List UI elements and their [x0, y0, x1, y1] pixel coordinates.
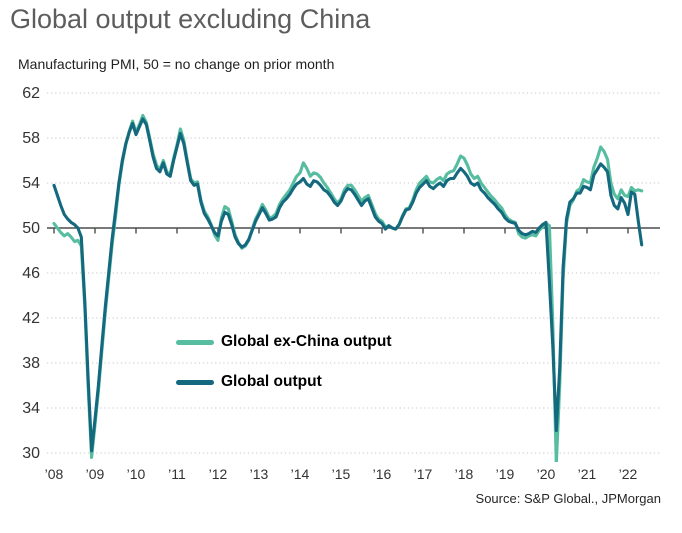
- chart-title: Global output excluding China: [10, 4, 371, 34]
- x-tick-label: ’21: [578, 466, 597, 482]
- x-tick-label: ’22: [619, 466, 638, 482]
- y-tick-label: 34: [22, 400, 40, 417]
- x-tick-label: ’11: [168, 466, 186, 482]
- legend-item-ex-china: Global ex-China output: [176, 331, 392, 353]
- x-tick-label: ’09: [86, 466, 105, 482]
- x-tick-label: ’13: [250, 466, 269, 482]
- ex-china-line-swatch: [176, 339, 214, 345]
- y-tick-label: 42: [22, 310, 40, 327]
- x-tick-label: ’12: [209, 466, 228, 482]
- x-tick-label: ’20: [537, 466, 556, 482]
- x-tick-label: ’19: [496, 466, 515, 482]
- y-tick-label: 30: [22, 445, 40, 462]
- y-tick-label: 38: [22, 355, 40, 372]
- x-tick-label: ’14: [291, 466, 310, 482]
- y-tick-label: 54: [22, 175, 40, 192]
- legend-item-global: Global output: [176, 371, 392, 393]
- x-tick-label: ’17: [414, 466, 433, 482]
- chart-subtitle: Manufacturing PMI, 50 = no change on pri…: [18, 56, 335, 72]
- y-tick-label: 62: [22, 85, 40, 102]
- y-tick-label: 46: [22, 265, 40, 282]
- global-line-swatch: [176, 379, 214, 385]
- x-tick-label: ’15: [332, 466, 351, 482]
- y-tick-label: 58: [22, 130, 40, 147]
- chart-legend: Global ex-China output Global output: [176, 331, 392, 411]
- x-tick-label: ’08: [45, 466, 64, 482]
- x-tick-label: ’10: [127, 466, 146, 482]
- x-tick-label: ’16: [373, 466, 392, 482]
- y-tick-label: 50: [22, 220, 40, 237]
- global-output-line: [52, 117, 644, 453]
- legend-label-global: Global output: [221, 373, 322, 390]
- legend-label-ex-china: Global ex-China output: [221, 333, 392, 350]
- x-tick-label: ’18: [455, 466, 474, 482]
- source-note: Source: S&P Global., JPMorgan: [475, 491, 661, 506]
- ex-china-output-line: [52, 113, 644, 462]
